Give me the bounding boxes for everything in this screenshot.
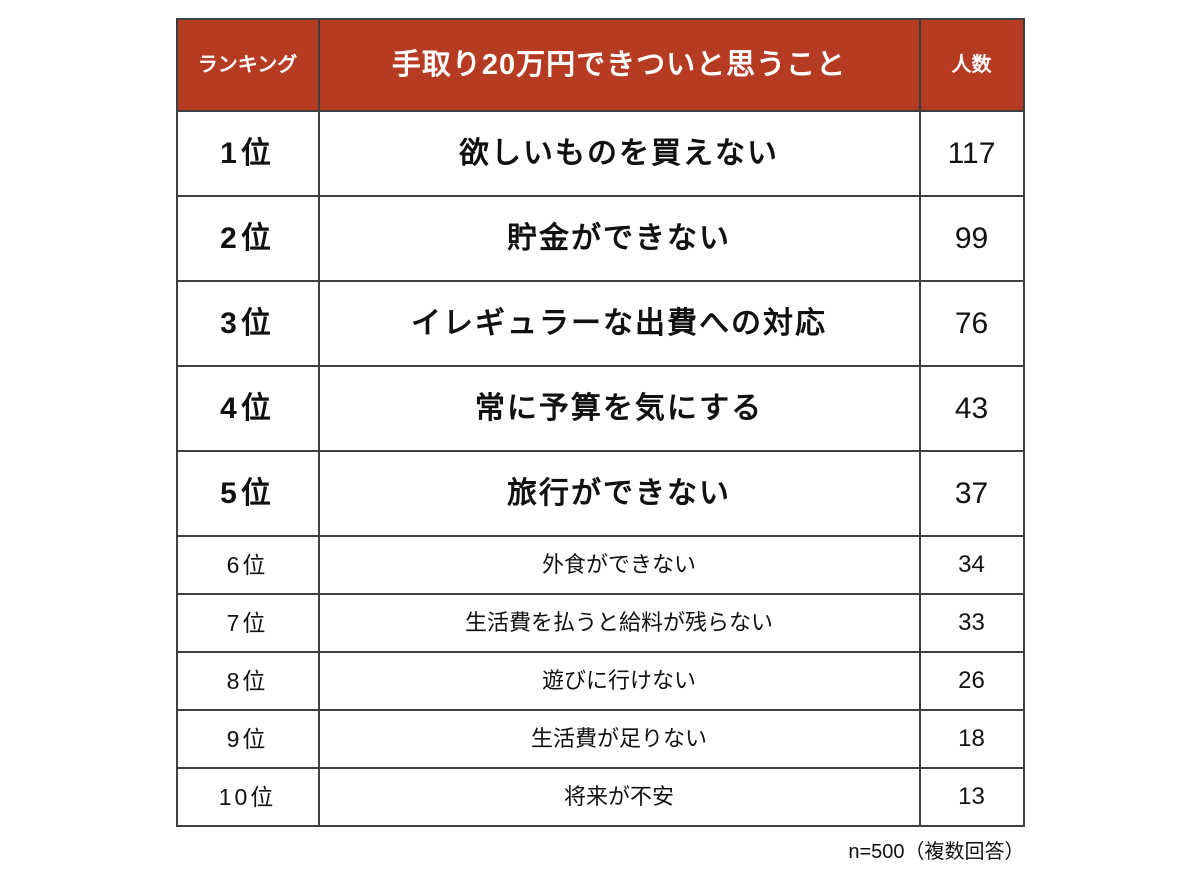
count-cell: 43 xyxy=(918,367,1023,450)
ranking-table: ランキング 手取り20万円できついと思うこと 人数 1位 欲しいものを買えない 11… xyxy=(175,18,1025,827)
table-row: 10位 将来が不安 13 xyxy=(177,767,1023,825)
item-cell: イレギュラーな出費への対応 xyxy=(317,282,919,365)
rank-cell: 3位 xyxy=(220,306,275,340)
table-row: 5位 旅行ができない 37 xyxy=(177,450,1023,535)
count-cell: 37 xyxy=(918,452,1023,535)
table-title: 手取り20万円できついと思うこと xyxy=(317,20,919,110)
ranking-infographic: ランキング 手取り20万円できついと思うこと 人数 1位 欲しいものを買えない 11… xyxy=(0,18,1200,864)
table-row: 4位 常に予算を気にする 43 xyxy=(177,365,1023,450)
table-row: 2位 貯金ができない 99 xyxy=(177,195,1023,280)
item-cell: 外食ができない xyxy=(317,537,919,593)
table-row: 6位 外食ができない 34 xyxy=(177,535,1023,593)
count-cell: 33 xyxy=(918,595,1023,651)
table-row: 7位 生活費を払うと給料が残らない 33 xyxy=(177,593,1023,651)
rank-cell: 8位 xyxy=(226,667,269,694)
rank-cell: 10位 xyxy=(218,783,277,810)
table-header-row: ランキング 手取り20万円できついと思うこと 人数 xyxy=(177,20,1023,110)
count-cell: 13 xyxy=(918,769,1023,825)
item-cell: 常に予算を気にする xyxy=(317,367,919,450)
table-row: 8位 遊びに行けない 26 xyxy=(177,651,1023,709)
item-cell: 貯金ができない xyxy=(317,197,919,280)
rank-cell: 7位 xyxy=(226,609,269,636)
sample-size-note: n=500（複数回答） xyxy=(848,841,1025,863)
item-cell: 欲しいものを買えない xyxy=(317,112,919,195)
header-count-label: 人数 xyxy=(918,20,1023,110)
rank-cell: 5位 xyxy=(220,476,275,510)
item-cell: 将来が不安 xyxy=(317,769,919,825)
rank-cell: 2位 xyxy=(220,221,275,255)
rank-cell: 1位 xyxy=(220,136,275,170)
rank-cell: 4位 xyxy=(220,391,275,425)
count-cell: 99 xyxy=(918,197,1023,280)
rank-cell: 9位 xyxy=(226,725,269,752)
count-cell: 34 xyxy=(918,537,1023,593)
item-cell: 旅行ができない xyxy=(317,452,919,535)
table-row: 1位 欲しいものを買えない 117 xyxy=(177,110,1023,195)
table-row: 3位 イレギュラーな出費への対応 76 xyxy=(177,280,1023,365)
item-cell: 生活費が足りない xyxy=(317,711,919,767)
table-row: 9位 生活費が足りない 18 xyxy=(177,709,1023,767)
count-cell: 18 xyxy=(918,711,1023,767)
count-cell: 117 xyxy=(918,112,1023,195)
header-rank-label: ランキング xyxy=(197,53,298,76)
item-cell: 遊びに行けない xyxy=(317,653,919,709)
count-cell: 26 xyxy=(918,653,1023,709)
item-cell: 生活費を払うと給料が残らない xyxy=(317,595,919,651)
count-cell: 76 xyxy=(918,282,1023,365)
rank-cell: 6位 xyxy=(226,551,269,578)
